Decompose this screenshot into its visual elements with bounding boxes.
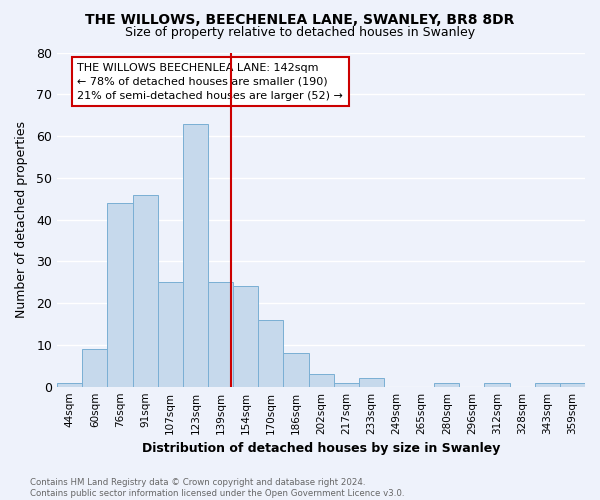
- Text: THE WILLOWS, BEECHENLEA LANE, SWANLEY, BR8 8DR: THE WILLOWS, BEECHENLEA LANE, SWANLEY, B…: [85, 12, 515, 26]
- Text: THE WILLOWS BEECHENLEA LANE: 142sqm
← 78% of detached houses are smaller (190)
2: THE WILLOWS BEECHENLEA LANE: 142sqm ← 78…: [77, 63, 343, 101]
- Bar: [434, 382, 460, 386]
- Text: Contains HM Land Registry data © Crown copyright and database right 2024.
Contai: Contains HM Land Registry data © Crown c…: [30, 478, 404, 498]
- Bar: [82, 349, 107, 387]
- Bar: [133, 194, 158, 386]
- Bar: [57, 382, 82, 386]
- Bar: [334, 382, 359, 386]
- Bar: [258, 320, 283, 386]
- Bar: [560, 382, 585, 386]
- Bar: [158, 282, 183, 387]
- Bar: [484, 382, 509, 386]
- Bar: [233, 286, 258, 386]
- Bar: [308, 374, 334, 386]
- Y-axis label: Number of detached properties: Number of detached properties: [15, 121, 28, 318]
- Bar: [359, 378, 384, 386]
- Bar: [208, 282, 233, 387]
- X-axis label: Distribution of detached houses by size in Swanley: Distribution of detached houses by size …: [142, 442, 500, 455]
- Bar: [535, 382, 560, 386]
- Bar: [107, 203, 133, 386]
- Bar: [283, 354, 308, 386]
- Bar: [183, 124, 208, 386]
- Text: Size of property relative to detached houses in Swanley: Size of property relative to detached ho…: [125, 26, 475, 39]
